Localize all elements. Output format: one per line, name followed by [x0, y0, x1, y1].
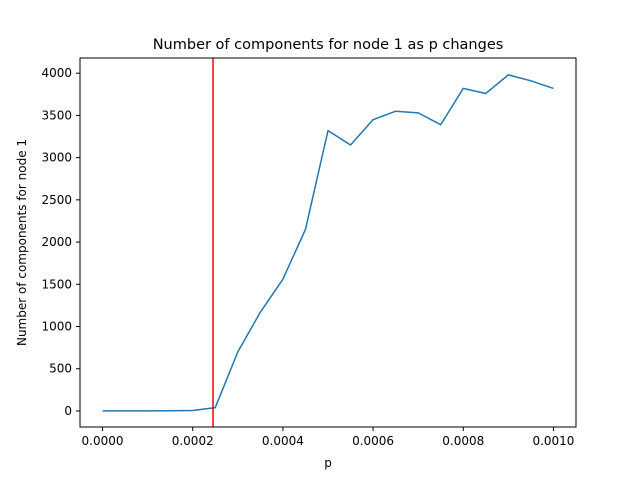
x-tick-label: 0.0010	[532, 434, 574, 448]
x-tick-label: 0.0006	[352, 434, 394, 448]
x-tick-label: 0.0008	[442, 434, 484, 448]
y-tick-label: 3500	[41, 108, 72, 122]
y-axis-label: Number of components for node 1	[15, 139, 29, 346]
y-tick-label: 500	[49, 362, 72, 376]
y-tick-label: 0	[64, 404, 72, 418]
y-tick-label: 1000	[41, 320, 72, 334]
x-tick-label: 0.0000	[82, 434, 124, 448]
y-tick-label: 4000	[41, 66, 72, 80]
x-axis: 0.0000 0.0002 0.0004 0.0006 0.0008 0.0010	[82, 427, 574, 448]
plot-content	[102, 58, 554, 427]
y-tick-label: 2000	[41, 235, 72, 249]
x-axis-label: p	[324, 456, 332, 470]
y-axis: 0 500 1000 1500 2000 2500 3000 3500 4000	[41, 66, 80, 418]
y-tick-label: 2500	[41, 193, 72, 207]
series-line-0	[102, 74, 554, 412]
y-tick-label: 1500	[41, 277, 72, 291]
x-tick-label: 0.0004	[262, 434, 304, 448]
x-tick-label: 0.0002	[172, 434, 214, 448]
chart-title: Number of components for node 1 as p cha…	[153, 37, 504, 53]
y-tick-label: 3000	[41, 151, 72, 165]
